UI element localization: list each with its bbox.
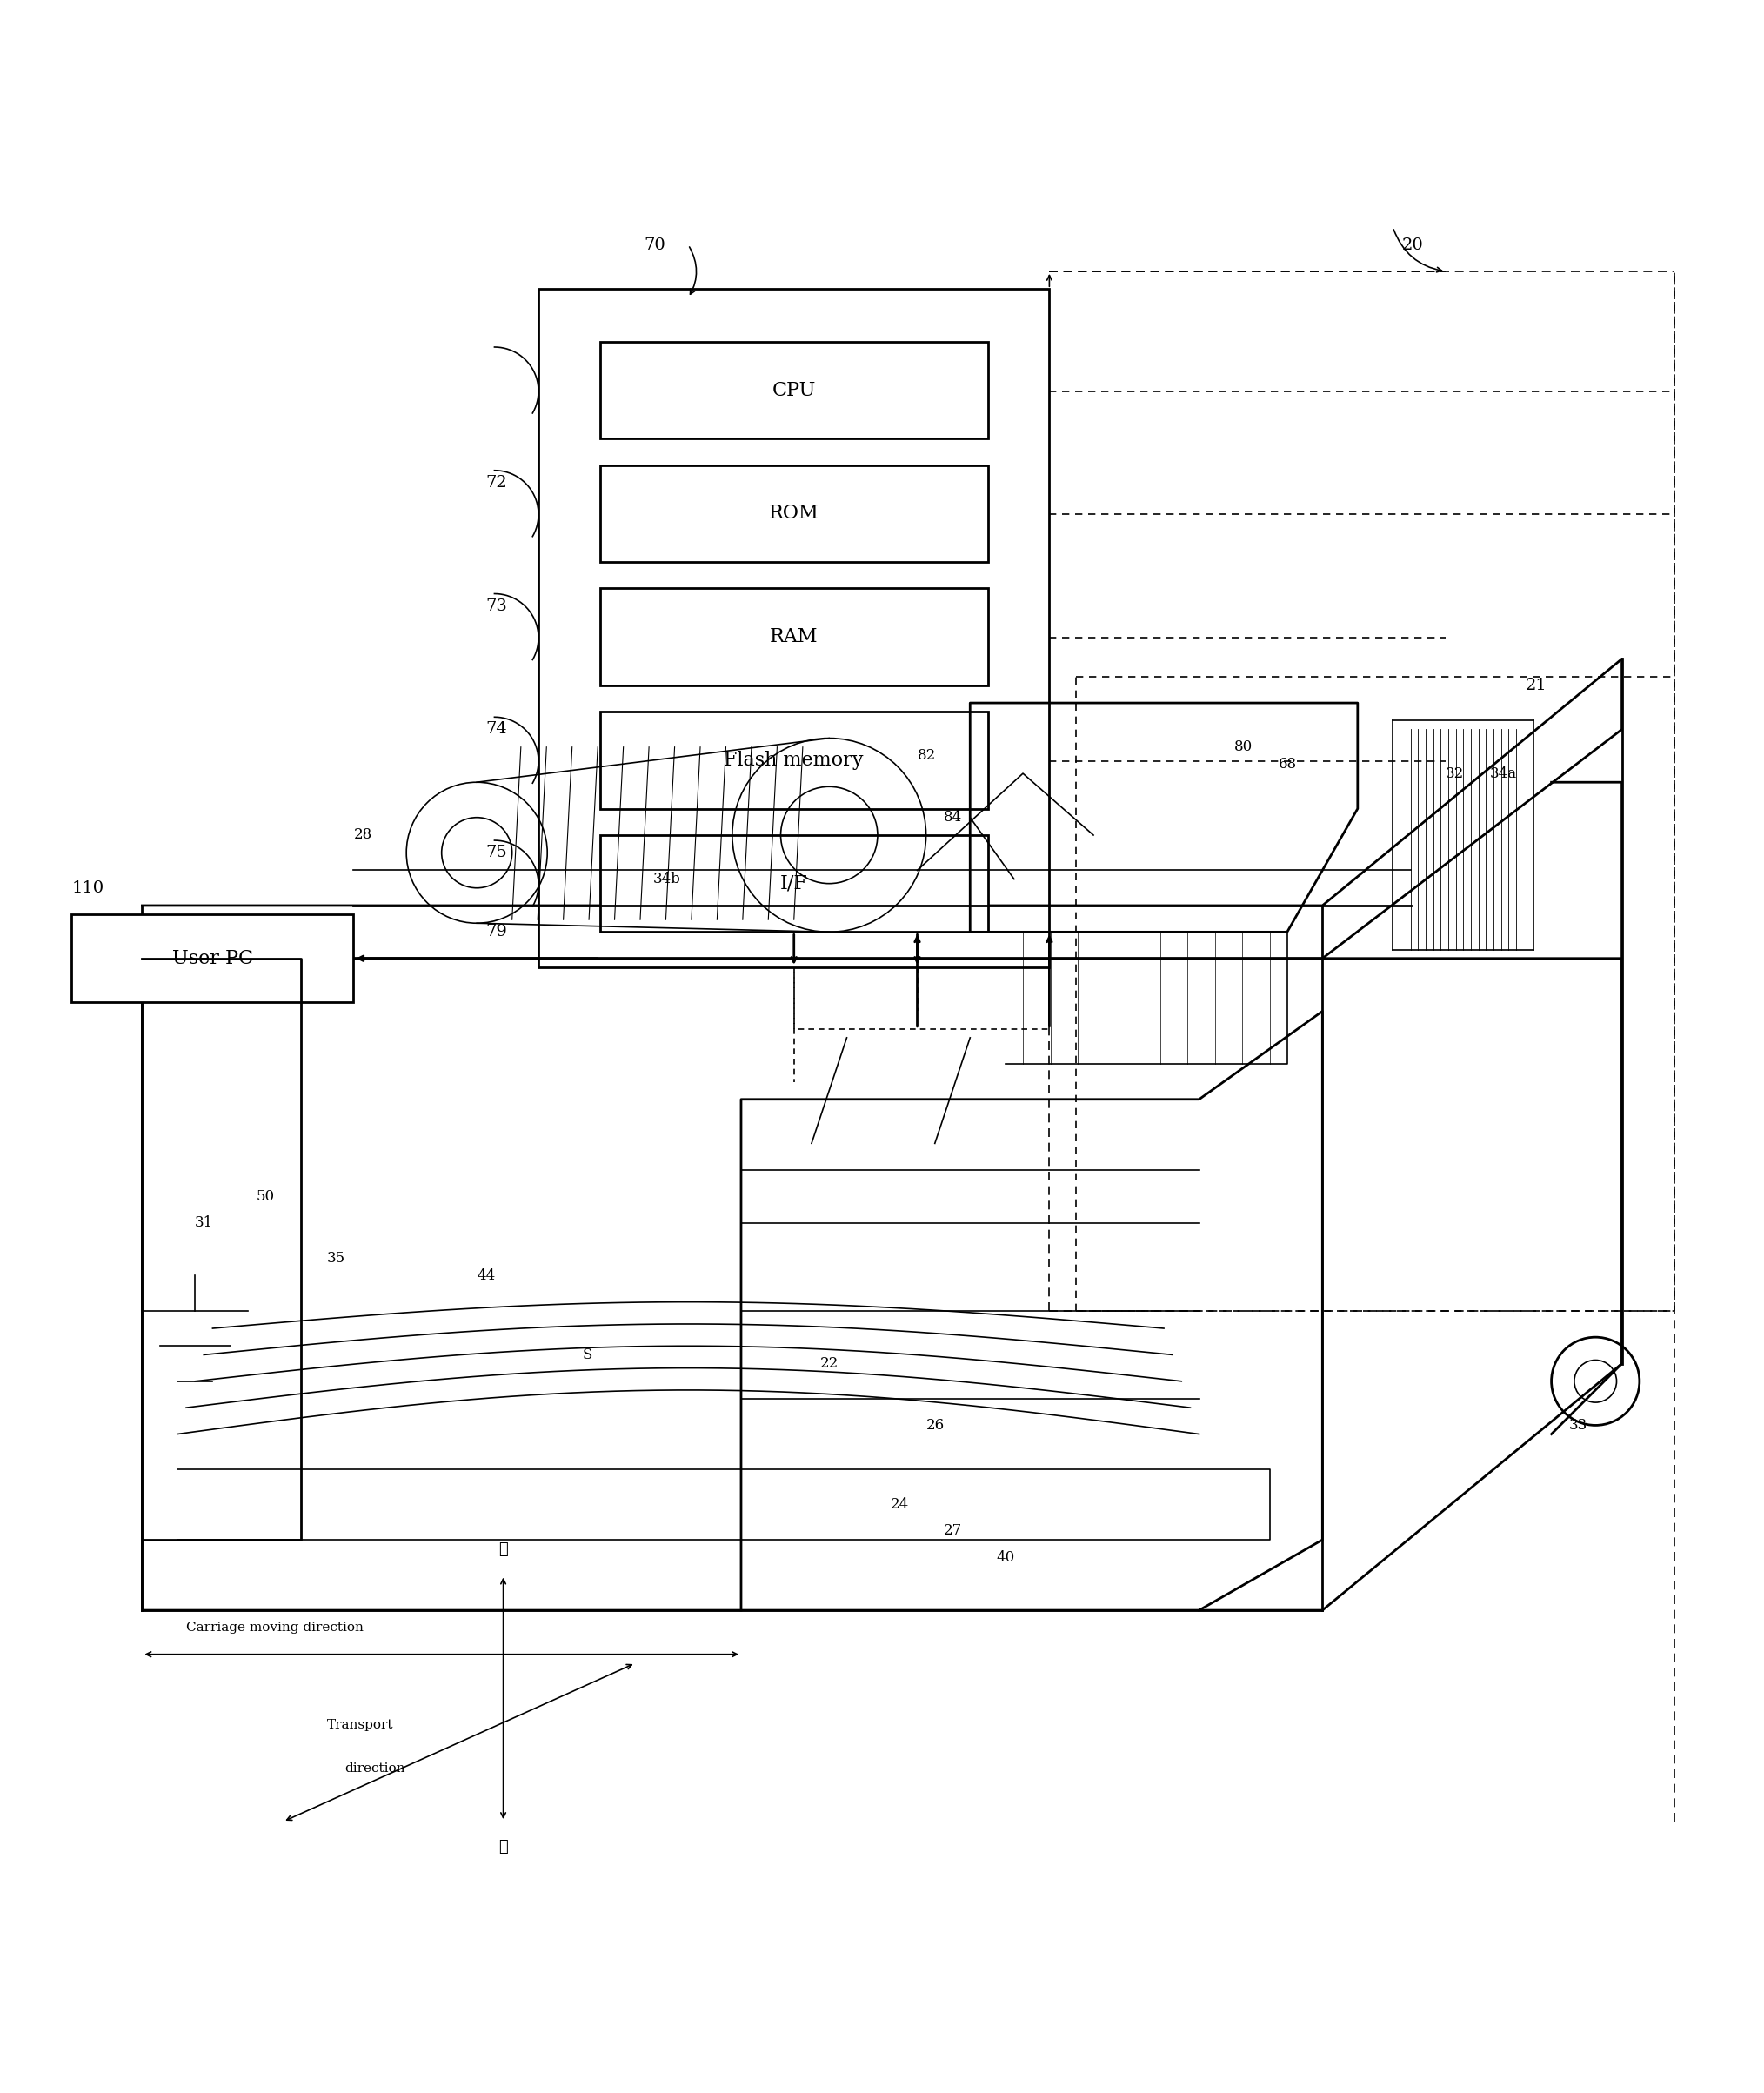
Text: RAM: RAM [769, 628, 818, 647]
Text: 22: 22 [820, 1356, 840, 1371]
Text: 26: 26 [926, 1417, 944, 1434]
Text: direction: direction [344, 1762, 406, 1775]
Text: 35: 35 [326, 1250, 346, 1266]
Text: 34a: 34a [1491, 766, 1517, 781]
Text: 80: 80 [1235, 739, 1252, 753]
FancyBboxPatch shape [600, 835, 988, 931]
Text: 68: 68 [1279, 758, 1297, 772]
Text: 31: 31 [196, 1216, 213, 1231]
FancyBboxPatch shape [538, 289, 1050, 967]
Text: 73: 73 [485, 599, 508, 613]
FancyBboxPatch shape [600, 341, 988, 440]
FancyBboxPatch shape [72, 915, 353, 1003]
Text: 28: 28 [353, 827, 372, 843]
Text: I/F: I/F [780, 875, 808, 894]
Text: 34b: 34b [653, 873, 681, 887]
Text: 下: 下 [499, 1840, 508, 1854]
Text: Transport: Transport [326, 1718, 393, 1731]
Text: Carriage moving direction: Carriage moving direction [187, 1622, 363, 1635]
Text: 44: 44 [476, 1268, 496, 1283]
FancyBboxPatch shape [600, 588, 988, 684]
Text: 33: 33 [1568, 1417, 1588, 1434]
Text: 40: 40 [997, 1551, 1014, 1566]
Text: S: S [582, 1348, 593, 1363]
Text: 32: 32 [1446, 766, 1464, 781]
Text: User PC: User PC [173, 948, 252, 967]
Text: 110: 110 [72, 881, 104, 896]
Text: 21: 21 [1526, 678, 1547, 693]
FancyBboxPatch shape [600, 465, 988, 563]
Text: 82: 82 [917, 749, 935, 764]
Text: ROM: ROM [769, 504, 818, 523]
Text: 70: 70 [644, 237, 665, 253]
Text: 84: 84 [944, 810, 961, 825]
Text: 27: 27 [944, 1524, 961, 1538]
Text: 72: 72 [485, 475, 508, 490]
Text: 20: 20 [1402, 237, 1424, 253]
FancyBboxPatch shape [600, 712, 988, 808]
Text: 75: 75 [485, 846, 508, 860]
Text: 24: 24 [891, 1496, 908, 1511]
Text: 上: 上 [499, 1543, 508, 1557]
Text: 74: 74 [485, 722, 508, 737]
Text: Flash memory: Flash memory [723, 751, 864, 770]
Text: 79: 79 [485, 925, 508, 940]
Text: CPU: CPU [773, 381, 815, 400]
Text: 50: 50 [256, 1189, 275, 1203]
